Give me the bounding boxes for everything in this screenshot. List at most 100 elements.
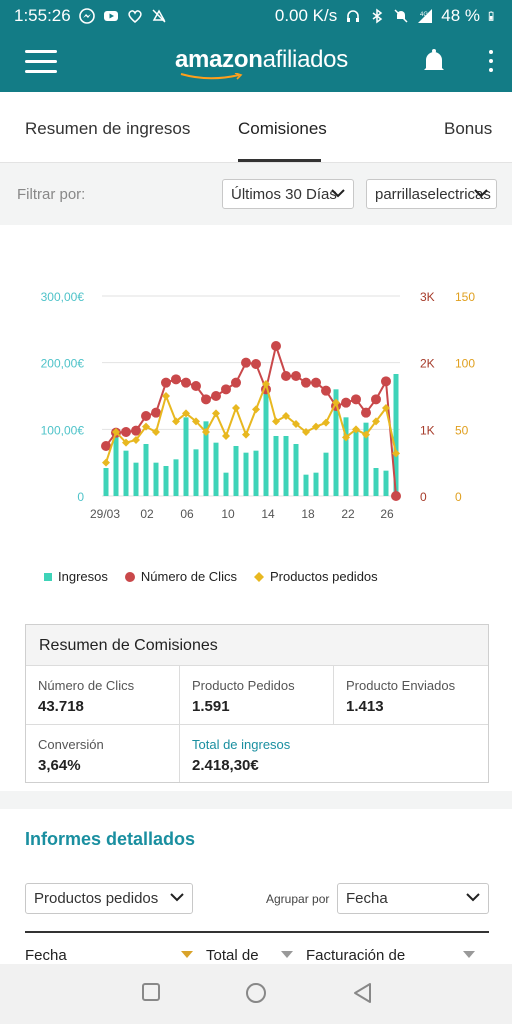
products-point	[352, 425, 360, 434]
clicks-point	[281, 371, 291, 381]
menu-icon[interactable]	[25, 50, 57, 73]
group-by-value: Fecha	[346, 890, 388, 907]
bar-ingresos	[203, 421, 209, 496]
clicks-point	[321, 385, 331, 396]
products-point	[262, 380, 270, 388]
legend-ingresos: Ingresos	[58, 569, 108, 584]
bar-ingresos	[213, 442, 219, 496]
column-header-total[interactable]: Total de	[206, 947, 259, 964]
bar-ingresos	[373, 468, 379, 496]
summary-clicks: Número de Clics 43.718	[26, 678, 134, 715]
clicks-point	[191, 381, 201, 391]
clicks-point	[391, 491, 401, 501]
clicks-point	[211, 391, 221, 401]
tab-bonus[interactable]: Bonus	[444, 119, 493, 138]
bar-ingresos	[243, 452, 249, 496]
bar-ingresos	[233, 446, 239, 496]
back-triangle-icon[interactable]	[352, 982, 372, 1004]
bar-ingresos	[183, 417, 189, 496]
no-location-icon	[152, 9, 166, 23]
products-point	[302, 428, 310, 436]
battery-icon	[488, 11, 494, 21]
x-axis-tick: 10	[221, 507, 235, 521]
products-point	[172, 417, 180, 426]
products-point	[102, 458, 110, 467]
bar-ingresos	[383, 470, 389, 496]
x-axis-tick: 29/03	[90, 507, 120, 521]
products-point	[312, 422, 320, 431]
shipped-value: 1.413	[346, 698, 384, 715]
income-label-link[interactable]: Total de ingresos	[192, 737, 291, 752]
youtube-icon	[103, 11, 118, 21]
messenger-icon	[78, 8, 95, 24]
report-type-select[interactable]: Productos pedidos	[25, 883, 193, 914]
app-bar: amazonafiliados	[0, 32, 512, 92]
bar-ingresos	[363, 422, 369, 496]
left-axis-tick: 100,00€	[41, 423, 85, 437]
legend-ingresos-swatch	[44, 572, 52, 581]
bar-ingresos	[223, 472, 229, 496]
commissions-summary-card: Resumen de Comisiones Número de Clics 43…	[25, 624, 489, 783]
products-point	[342, 433, 350, 442]
clicks-point	[241, 357, 251, 368]
bar-ingresos	[293, 444, 299, 496]
legend-productos-swatch	[253, 571, 264, 582]
notifications-bell-icon[interactable]	[422, 48, 446, 74]
clicks-point	[341, 397, 351, 408]
clicks-point	[271, 341, 281, 351]
chart-legend: Ingresos Número de Clics Productos pedid…	[44, 569, 378, 584]
commissions-chart: 300,00€ 200,00€ 100,00€ 0 3K 2K 1K 0 150 100 50 0 29…	[0, 226, 512, 606]
legend-clics: Número de Clics	[140, 569, 237, 584]
summary-title: Resumen de Comisiones	[26, 625, 488, 666]
clicks-point	[311, 377, 321, 388]
conversion-value: 3,64%	[38, 757, 81, 774]
svg-text:4G: 4G	[420, 12, 428, 18]
headphones-icon	[347, 10, 360, 22]
bar-ingresos	[253, 450, 259, 496]
sort-icon[interactable]	[281, 951, 293, 958]
bar-ingresos	[283, 436, 289, 496]
summary-shipped: Producto Enviados 1.413	[334, 678, 455, 715]
bar-ingresos	[163, 466, 169, 496]
chevron-down-icon	[331, 189, 345, 198]
filter-label: Filtrar por:	[17, 186, 86, 203]
clicks-point	[251, 359, 261, 369]
clicks-point	[361, 407, 371, 418]
clicks-point	[221, 384, 231, 395]
products-point	[202, 428, 210, 436]
group-by-select[interactable]: Fecha	[337, 883, 489, 914]
tab-resumen-ingresos[interactable]: Resumen de ingresos	[25, 119, 191, 138]
health-icon	[128, 10, 142, 23]
period-select[interactable]: Últimos 30 Días	[222, 179, 354, 209]
products-point	[322, 418, 330, 427]
sort-desc-icon[interactable]	[181, 951, 193, 958]
column-header-facturacion[interactable]: Facturación de	[306, 947, 406, 964]
recents-square-icon[interactable]	[141, 982, 161, 1002]
tab-comisiones[interactable]: Comisiones	[238, 119, 327, 138]
products-point	[232, 404, 240, 412]
bar-ingresos	[103, 468, 109, 496]
bar-ingresos	[353, 429, 359, 496]
left-axis-tick: 300,00€	[41, 290, 85, 304]
products-point	[152, 428, 160, 436]
products-point	[182, 409, 190, 418]
table-top-rule	[25, 931, 489, 933]
sort-icon[interactable]	[463, 951, 475, 958]
logo-brand: amazon	[175, 46, 263, 73]
clicks-point	[171, 374, 181, 385]
group-by-label: Agrupar por	[266, 892, 330, 906]
more-options-icon[interactable]	[489, 50, 495, 77]
bar-ingresos	[323, 452, 329, 496]
x-axis-tick: 06	[180, 507, 194, 521]
clicks-point	[291, 371, 301, 381]
home-circle-icon[interactable]	[245, 982, 267, 1004]
bar-ingresos	[143, 444, 149, 496]
system-nav-bar	[0, 964, 512, 1024]
tab-bar: Resumen de ingresos Comisiones Bonus	[0, 92, 512, 163]
tracking-id-select[interactable]: parrillaselectricas	[366, 179, 497, 209]
report-type-value: Productos pedidos	[34, 890, 159, 907]
products-point	[222, 432, 230, 440]
products-point	[392, 449, 400, 458]
column-header-fecha[interactable]: Fecha	[25, 947, 67, 964]
products-point	[132, 436, 140, 444]
